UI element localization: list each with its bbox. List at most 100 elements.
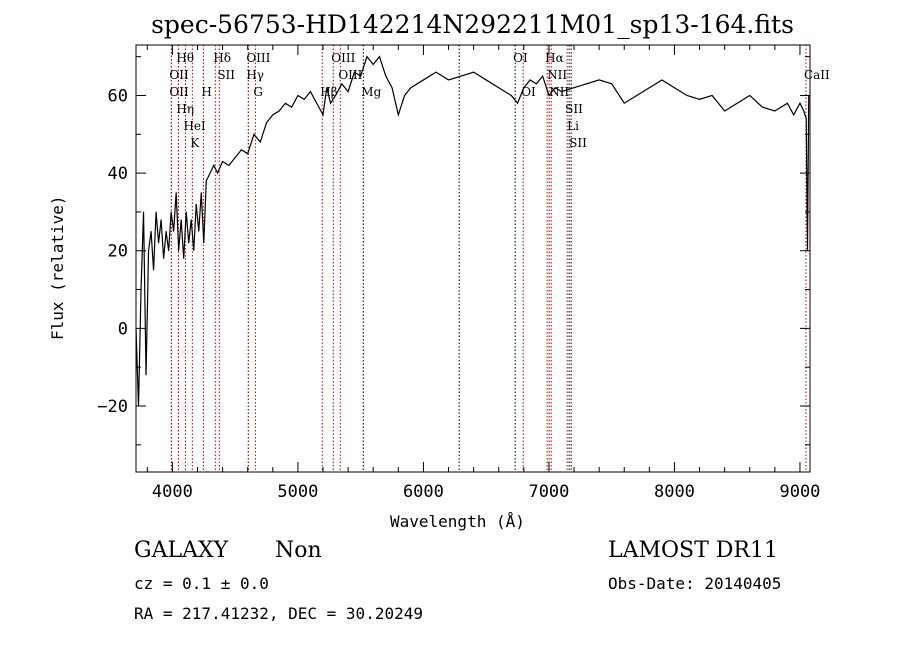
spectral-line-label: OIII (246, 51, 270, 65)
spectrum-point (330, 102, 331, 104)
spectrum-line (135, 55, 810, 407)
spectrum-point (548, 95, 550, 96)
ra-dec: RA = 217.41232, DEC = 30.20249 (134, 604, 423, 623)
spectrum-point (198, 230, 200, 232)
y-tick-label: 0 (118, 319, 128, 339)
spectrum-point (310, 91, 311, 92)
spectrum-point (787, 102, 788, 104)
spectrum-point (435, 71, 437, 73)
spectrum-point (150, 230, 152, 232)
spectrum-point (460, 75, 462, 77)
spectrum-point (510, 95, 512, 96)
spectral-line-label: OI (513, 51, 528, 65)
spectrum-point (173, 230, 175, 232)
spectrum-point (793, 114, 795, 116)
spectrum-point (397, 114, 399, 116)
spectral-line-label: OIII (331, 51, 355, 65)
spectrum-point (699, 98, 700, 100)
object-subclass: Non (275, 538, 322, 563)
spectral-line-label: Hθ (176, 51, 194, 65)
spectral-line-label: Li (567, 119, 579, 133)
spectral-line-label: Hη (176, 102, 194, 116)
spectrum-point (217, 172, 218, 174)
spectrum-point (535, 83, 537, 85)
spectrum-point (222, 161, 224, 162)
survey-name: LAMOST DR11 (608, 538, 778, 563)
y-tick-label: 60 (108, 86, 128, 106)
spectral-line-label: OIII (338, 68, 362, 82)
spectrum-point (193, 250, 195, 252)
spectrum-point (372, 64, 374, 65)
spectrum-point (291, 106, 293, 108)
spectrum-point (385, 75, 387, 77)
spectrum-point (360, 75, 362, 77)
spectral-line-label: NII (547, 68, 567, 82)
x-tick-label: 4000 (152, 482, 193, 502)
spectrum-point (303, 98, 305, 100)
spectral-line-label: Hβ (320, 85, 337, 99)
spectrum-point (278, 110, 280, 112)
y-tick-label: −20 (97, 397, 128, 417)
spectrum-point (761, 106, 763, 108)
spectral-line-label: Mg (361, 85, 381, 99)
spectrum-point (611, 83, 613, 85)
object-class: GALAXY (134, 538, 229, 563)
spectrum-point (205, 180, 207, 182)
spectrum-point (774, 110, 776, 112)
spectrum-point (366, 56, 368, 58)
spectrum-point (517, 102, 518, 104)
spectrum-point (749, 95, 751, 96)
spectrum-point (200, 192, 202, 193)
spectrum-point (155, 211, 157, 213)
plot-frame (135, 44, 811, 473)
spectrum-point (190, 219, 192, 221)
spectrum-point (158, 242, 159, 244)
spectrum-point (799, 102, 801, 104)
spectrum-point (448, 79, 449, 81)
spectrum-point (180, 219, 182, 221)
spectrum-point (498, 87, 500, 89)
spectrum-point (165, 230, 167, 232)
x-tick-label: 5000 (277, 482, 318, 502)
spectral-line-label: G (253, 85, 263, 99)
spectrum-point (163, 258, 165, 259)
spectrum-point (266, 122, 267, 124)
spectrum-point (554, 87, 556, 89)
spectrum-point (410, 87, 412, 89)
redshift-cz: cz = 0.1 ± 0.0 (134, 574, 269, 593)
spectrum-point (203, 242, 205, 244)
spectrum-point (143, 211, 144, 213)
spectrum-point (391, 87, 393, 89)
spectrum-point (322, 114, 324, 116)
spectrum-point (228, 164, 230, 166)
chart-title: spec-56753-HD142214N292211M01_sp13-164.f… (151, 10, 794, 39)
spectrum-point (209, 172, 211, 174)
spectrum-point (636, 95, 638, 96)
spectrum-point (241, 149, 242, 151)
y-tick-label: 40 (108, 164, 128, 184)
spectrum-point (724, 110, 726, 112)
spectral-line-label: SII (217, 68, 235, 82)
spectral-line-label: Hα (545, 51, 564, 65)
x-tick-label: 8000 (654, 482, 695, 502)
spectrum-point (168, 250, 170, 252)
spectrum-point (523, 87, 525, 89)
y-axis-label: Flux (relative) (48, 195, 67, 341)
spectrum-point (341, 83, 343, 85)
spectrum-point (485, 79, 487, 81)
spectrum-point (183, 258, 185, 259)
spectrum-point (213, 164, 215, 166)
x-tick-label: 6000 (403, 482, 444, 502)
spectrum-point (623, 102, 625, 104)
x-tick-label: 9000 (779, 482, 820, 502)
spectrum-point (573, 87, 575, 89)
spectrum-point (347, 91, 349, 92)
y-tick-label: 20 (108, 242, 128, 262)
spectrum-point (284, 102, 286, 104)
spectrum-point (234, 157, 236, 158)
spectrum-point (353, 71, 355, 73)
spectrum-point (542, 75, 544, 77)
spectrum-point (178, 250, 180, 252)
spectrum-point (175, 192, 177, 193)
